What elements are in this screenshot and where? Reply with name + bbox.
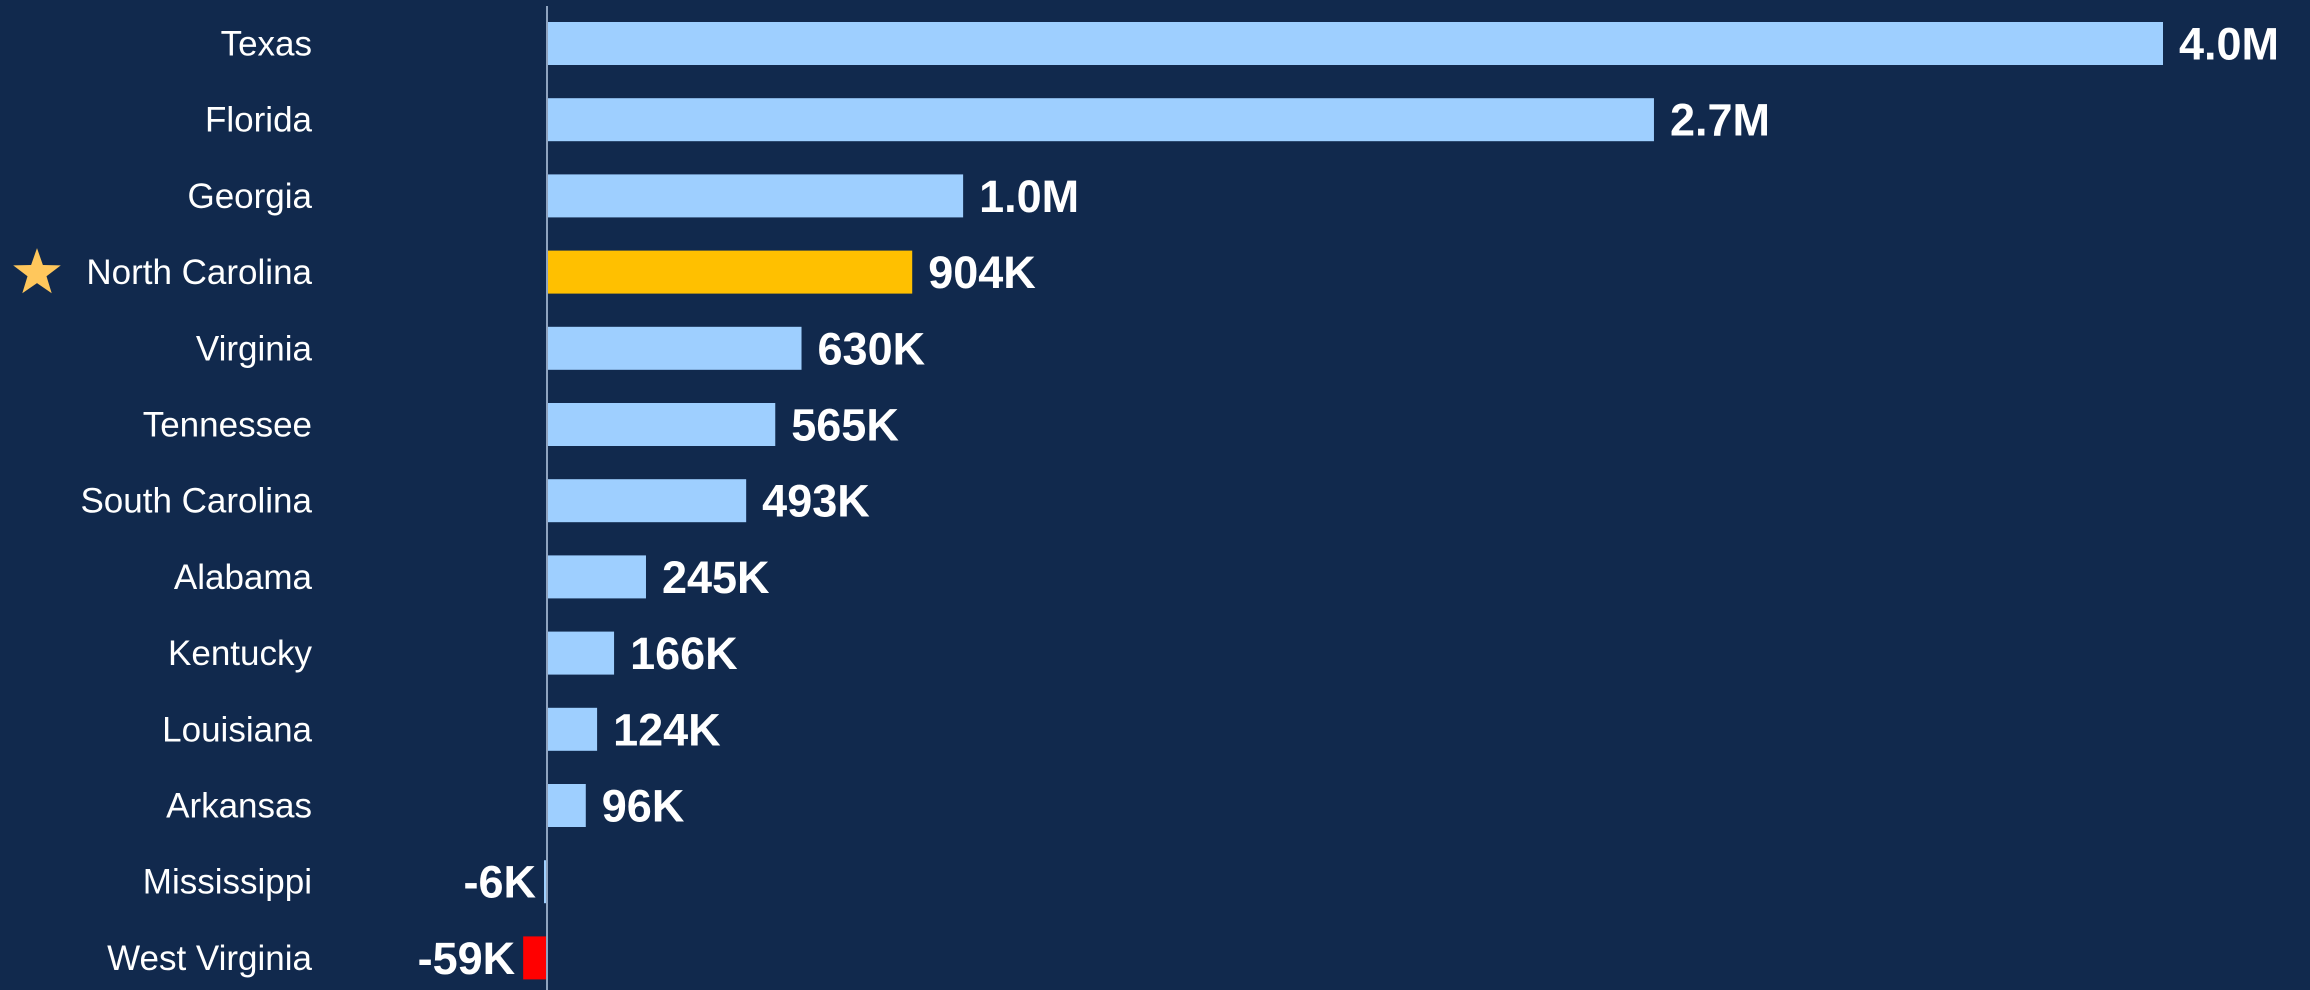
bar-louisiana xyxy=(547,707,598,751)
star-icon xyxy=(13,248,61,294)
value-label-south-carolina: 493K xyxy=(762,476,870,527)
category-label-mississippi: Mississippi xyxy=(143,863,312,902)
category-label-texas: Texas xyxy=(221,25,312,64)
category-label-florida: Florida xyxy=(205,101,313,140)
category-label-tennessee: Tennessee xyxy=(143,406,312,445)
value-label-florida: 2.7M xyxy=(1670,95,1770,146)
category-label-alabama: Alabama xyxy=(174,558,313,597)
category-label-west-virginia: West Virginia xyxy=(107,939,312,978)
category-label-georgia: Georgia xyxy=(187,177,312,216)
category-label-louisiana: Louisiana xyxy=(162,710,312,749)
bar-arkansas xyxy=(547,784,586,827)
value-label-tennessee: 565K xyxy=(791,400,899,451)
bar-mississippi xyxy=(544,860,547,904)
bar-virginia xyxy=(547,326,802,370)
bar-west-virginia xyxy=(523,936,547,980)
category-label-arkansas: Arkansas xyxy=(166,787,312,826)
value-label-virginia: 630K xyxy=(818,323,926,374)
bar-south-carolina xyxy=(547,479,747,523)
category-labels: Texas Florida Georgia North Carolina Virgini… xyxy=(13,25,313,978)
bar-georgia xyxy=(547,174,964,218)
category-label-south-carolina: South Carolina xyxy=(80,482,312,521)
bar-tennessee xyxy=(547,403,776,446)
value-label-alabama: 245K xyxy=(662,552,770,603)
value-label-louisiana: 124K xyxy=(613,704,721,755)
value-label-mississippi: -6K xyxy=(463,857,536,908)
bar-florida xyxy=(547,98,1654,142)
value-label-arkansas: 96K xyxy=(602,781,685,832)
category-label-kentucky: Kentucky xyxy=(168,634,312,673)
category-label-virginia: Virginia xyxy=(196,329,313,368)
value-label-georgia: 1.0M xyxy=(979,171,1079,222)
bar-texas xyxy=(547,22,2163,65)
bars-group xyxy=(523,22,2163,980)
bar-alabama xyxy=(547,555,646,599)
value-label-texas: 4.0M xyxy=(2179,19,2279,70)
value-label-north-carolina: 904K xyxy=(928,247,1036,298)
value-label-west-virginia: -59K xyxy=(418,933,516,984)
bar-north-carolina xyxy=(547,250,913,294)
category-label-north-carolina: North Carolina xyxy=(86,253,312,292)
value-label-kentucky: 166K xyxy=(630,628,738,679)
bar-kentucky xyxy=(547,631,615,675)
